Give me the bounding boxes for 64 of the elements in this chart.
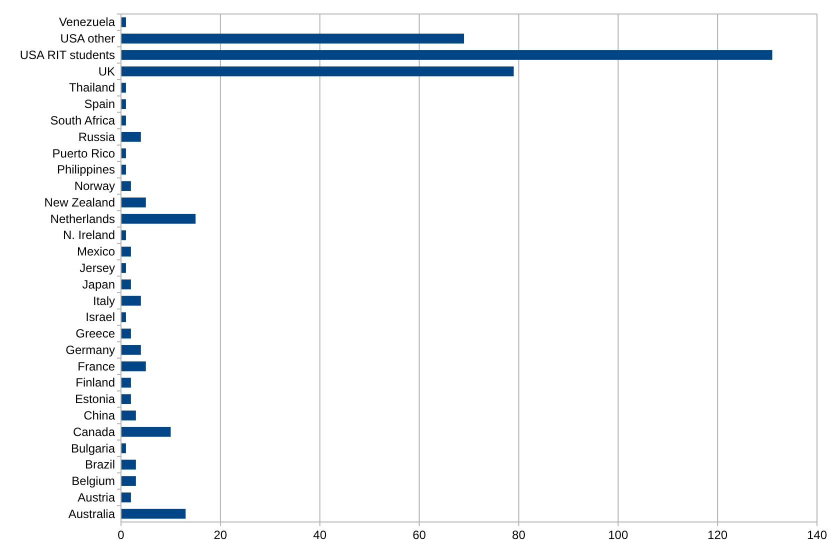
bar xyxy=(121,116,126,126)
y-tick-label: Italy xyxy=(92,294,115,308)
bar xyxy=(121,378,131,388)
bar xyxy=(121,426,171,437)
bar xyxy=(121,460,136,470)
y-tick-label: Greece xyxy=(76,326,116,341)
y-tick-label: China xyxy=(84,408,116,422)
y-tick-label: Venezuela xyxy=(58,15,116,30)
bar xyxy=(121,492,131,502)
y-tick-label: Canada xyxy=(72,424,116,439)
y-tick-label: Estonia xyxy=(74,392,116,406)
x-tick-label: 100 xyxy=(608,528,628,542)
bar xyxy=(121,296,141,306)
y-tick-label: Norway xyxy=(74,179,115,194)
y-tick-label: Mexico xyxy=(76,244,116,259)
x-tick-label: 0 xyxy=(118,528,125,542)
x-tick-label: 40 xyxy=(313,528,327,542)
y-tick-label: Brazil xyxy=(84,458,115,472)
y-tick-label: South Africa xyxy=(50,114,116,128)
bar xyxy=(121,476,136,486)
bar xyxy=(121,66,514,76)
y-tick-label: N. Ireland xyxy=(62,228,115,242)
y-tick-label: Austria xyxy=(78,490,116,504)
x-tick-label: 140 xyxy=(806,528,828,542)
bar xyxy=(121,508,186,519)
bar xyxy=(121,279,131,290)
y-tick-label: Netherlands xyxy=(50,212,115,226)
y-tick-label: New Zealand xyxy=(44,195,115,210)
y-tick-label: USA RIT students xyxy=(20,48,115,62)
bar xyxy=(121,99,126,110)
y-tick-label: France xyxy=(78,359,116,374)
bar xyxy=(121,345,141,355)
y-tick-label: Finland xyxy=(76,376,115,390)
bar xyxy=(121,328,131,338)
bar xyxy=(121,361,146,372)
bar xyxy=(121,50,772,60)
y-tick-label: Russia xyxy=(78,130,116,144)
y-tick-label: Jersey xyxy=(80,261,115,275)
bar xyxy=(121,410,136,420)
y-tick-label: Australia xyxy=(68,506,116,521)
y-tick-label: Thailand xyxy=(68,80,115,95)
bar xyxy=(121,394,131,404)
y-tick-label: Israel xyxy=(86,310,115,324)
y-tick-label: Puerto Rico xyxy=(52,146,116,160)
y-tick-label: Spain xyxy=(84,97,115,112)
bar xyxy=(121,263,126,273)
bar xyxy=(121,34,464,44)
y-tick-label: Germany xyxy=(66,342,115,357)
bar xyxy=(121,132,141,142)
y-tick-label: USA other xyxy=(60,32,115,46)
x-tick-label: 60 xyxy=(412,528,426,542)
y-tick-label: Philippines xyxy=(56,162,115,177)
y-tick-label: Bulgaria xyxy=(70,441,116,456)
bar xyxy=(121,312,126,322)
y-tick-label: Japan xyxy=(82,277,115,292)
bar xyxy=(121,214,196,224)
bar xyxy=(121,181,131,191)
bar xyxy=(121,198,146,208)
x-tick-label: 80 xyxy=(512,528,526,542)
x-tick-label: 120 xyxy=(708,528,728,542)
y-tick-label: UK xyxy=(98,64,115,78)
x-tick-label: 20 xyxy=(214,528,228,542)
y-tick-label: Belgium xyxy=(72,474,115,488)
bar xyxy=(121,246,131,257)
